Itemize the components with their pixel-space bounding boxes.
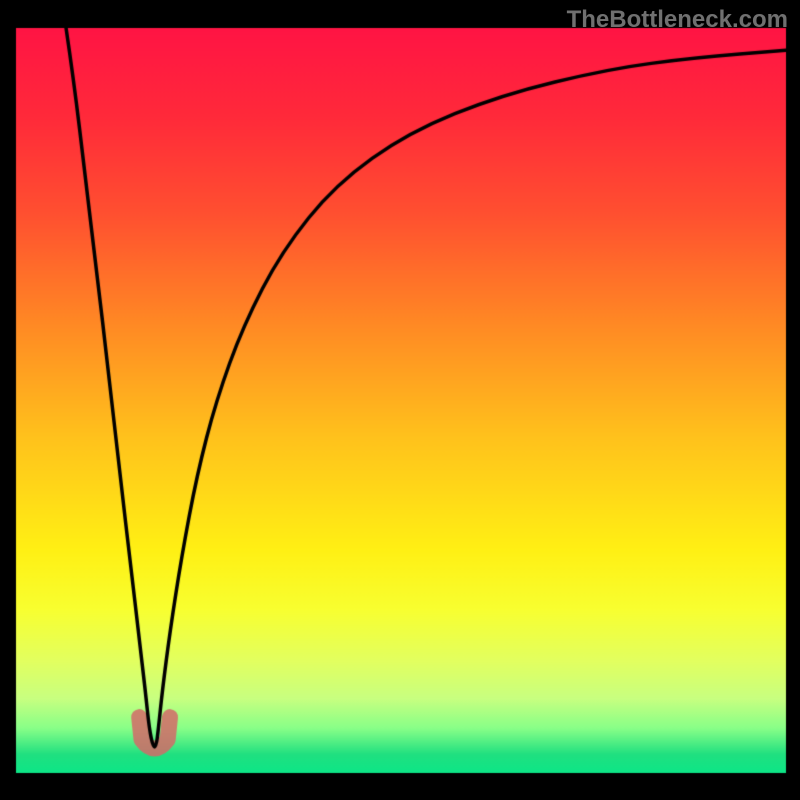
bottleneck-chart-root: TheBottleneck.com [0,0,800,800]
bottleneck-gradient-chart [0,0,800,800]
